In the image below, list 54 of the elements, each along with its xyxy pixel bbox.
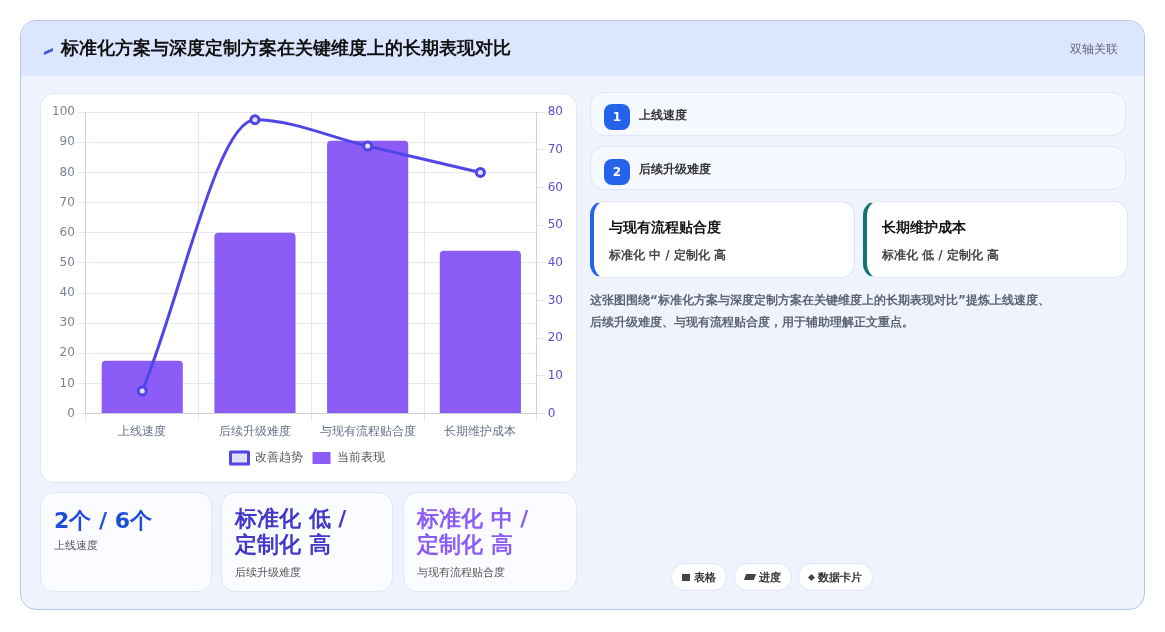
y2-tick-label: 40 [547, 255, 564, 270]
text: 表格 [694, 569, 716, 585]
text: 标准化 中 / 定制化 高 [609, 247, 727, 264]
y-tick-label: 0 [67, 405, 75, 420]
x-tick-label: 与现有流程贴合度 [319, 423, 416, 438]
y-tick-label: 40 [59, 285, 75, 300]
text: 上线速度 [639, 107, 687, 124]
text: 与现有流程贴合度 [609, 219, 721, 237]
chart-title: 标准化方案与深度定制方案在关键维度上的长期表现对比 [61, 36, 511, 60]
y2-tick-label: 80 [547, 104, 564, 119]
y2-tick-label: 0 [547, 405, 556, 420]
y-tick-label: 60 [59, 224, 75, 239]
bar [214, 232, 296, 414]
y2-tick-label: 50 [547, 217, 564, 232]
text: 标准化 低 / 定制化 高 [882, 247, 1000, 264]
text: 标准化 低 / 定制化 高 [235, 506, 348, 558]
y-tick-label: 100 [52, 104, 75, 119]
y-tick-label: 30 [59, 315, 75, 330]
legend-label: 改善趋势 [254, 450, 303, 465]
legend-label: 当前表现 [336, 450, 385, 465]
y-tick-label: 70 [59, 194, 75, 209]
text: 双轴关联 [1070, 41, 1118, 58]
y2-tick-label: 60 [547, 179, 564, 194]
y2-tick-label: 70 [547, 142, 564, 156]
point [474, 166, 486, 178]
y-tick-label: 20 [59, 345, 75, 360]
text: 这张图围绕“标准化方案与深度定制方案在关键维度上的长期表现对比”提炼上线速度、后续升级难度、与现有流程贴合度，用于辅助理解正文重点。 [590, 292, 1051, 331]
x-tick-label: 后续升级难度 [218, 423, 291, 438]
y-tick-label: 80 [59, 164, 75, 179]
text: 2个 / 6个 [54, 507, 152, 535]
x-tick-label: 上线速度 [118, 423, 167, 438]
text: 长期维护成本 [882, 219, 966, 237]
bar [439, 250, 521, 414]
y-tick-label: 90 [59, 134, 75, 149]
text: 上线速度 [54, 538, 98, 553]
text: 与现有流程贴合度 [417, 565, 505, 580]
text: 2 [604, 159, 630, 185]
text: 标准化 中 / 定制化 高 [417, 506, 530, 558]
y2-tick-label: 30 [547, 292, 564, 307]
bar [327, 140, 409, 414]
bar [101, 360, 183, 414]
point [249, 114, 261, 126]
text: 数据卡片 [818, 569, 862, 585]
text: 后续升级难度 [639, 161, 711, 178]
point [136, 385, 148, 397]
text: 进度 [759, 569, 781, 585]
y2-tick-label: 20 [547, 330, 564, 345]
y-tick-label: 50 [59, 255, 75, 270]
y2-tick-label: 10 [547, 368, 564, 383]
x-tick-label: 长期维护成本 [444, 423, 517, 438]
y-tick-label: 10 [59, 375, 75, 390]
point [362, 140, 374, 152]
text: 1 [604, 104, 630, 130]
text: 后续升级难度 [235, 565, 301, 580]
